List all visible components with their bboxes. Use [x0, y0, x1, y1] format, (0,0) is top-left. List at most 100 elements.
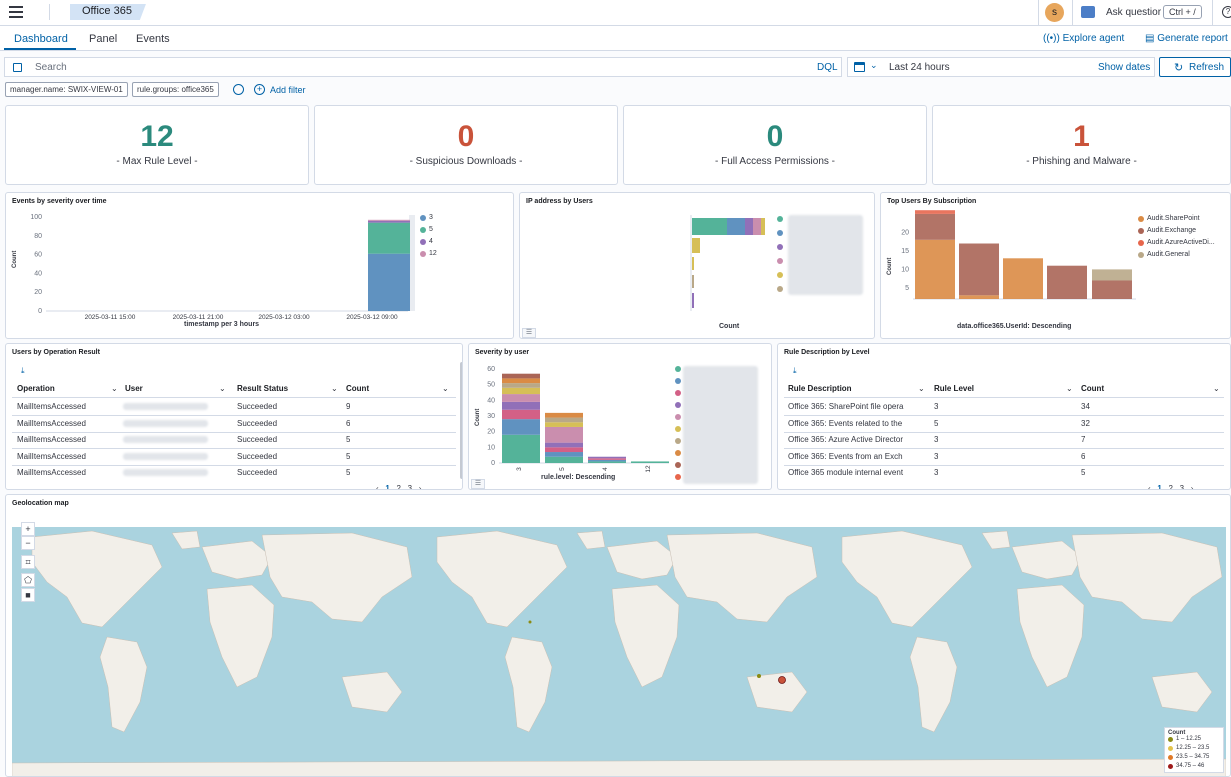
bar-segment[interactable] — [959, 243, 999, 296]
sort-icon[interactable]: ⌄ — [918, 384, 925, 393]
bar-segment[interactable] — [588, 461, 626, 463]
query-language-button[interactable]: DQL — [817, 62, 838, 73]
bar-segment[interactable] — [692, 238, 700, 253]
legend-toggle-icon[interactable]: ☰ — [471, 479, 485, 489]
bar-segment[interactable] — [745, 218, 753, 235]
show-dates-button[interactable]: Show dates — [1098, 62, 1151, 73]
bar-segment[interactable] — [502, 387, 540, 395]
page-link[interactable]: 3 — [1179, 484, 1185, 490]
download-icon[interactable]: ⤓ — [21, 366, 25, 375]
bar-segment[interactable] — [588, 458, 626, 460]
bar-segment[interactable] — [502, 394, 540, 402]
home-icon[interactable] — [32, 4, 50, 20]
column-header[interactable]: Operation — [17, 384, 55, 393]
filter-pill[interactable]: rule.groups: office365 — [132, 82, 219, 97]
filter-pill[interactable]: manager.name: SWIX-VIEW-01 — [5, 82, 128, 97]
generate-report-link[interactable]: ▤ Generate report — [1145, 33, 1228, 44]
page-link[interactable]: 2 — [396, 484, 401, 490]
saved-query-icon[interactable] — [13, 63, 22, 72]
map-point[interactable] — [528, 620, 532, 624]
sort-icon[interactable]: ⌄ — [219, 384, 226, 393]
bar-segment[interactable] — [692, 293, 694, 308]
legend-label[interactable]: 3 — [429, 214, 433, 221]
bar-segment[interactable] — [545, 412, 583, 418]
bar-segment[interactable] — [502, 419, 540, 435]
avatar[interactable]: s — [1045, 3, 1064, 22]
bar-segment[interactable] — [915, 210, 955, 214]
bar-segment[interactable] — [692, 257, 694, 270]
zoom-in-icon[interactable]: + — [21, 522, 35, 536]
column-header[interactable]: User — [125, 384, 143, 393]
legend-label[interactable]: Audit.General — [1147, 251, 1190, 258]
sort-icon[interactable]: ⌄ — [1066, 384, 1073, 393]
help-icon[interactable]: ? — [1222, 6, 1231, 18]
bar-segment[interactable] — [1003, 258, 1043, 299]
legend-label[interactable]: Audit.AzureActiveDi... — [1147, 239, 1215, 246]
page-link[interactable]: 1 — [385, 484, 390, 490]
draw-rectangle-icon[interactable]: ■ — [21, 588, 35, 602]
zoom-out-icon[interactable]: − — [21, 536, 35, 550]
bar-segment[interactable] — [545, 426, 583, 443]
bar-segment[interactable] — [1092, 280, 1132, 300]
sort-icon[interactable]: ⌄ — [1213, 384, 1220, 393]
column-header[interactable]: Rule Description — [788, 384, 852, 393]
fit-bounds-icon[interactable]: ⌗ — [21, 555, 35, 569]
bar-segment[interactable] — [915, 213, 955, 240]
chart-scrollbar[interactable] — [409, 215, 415, 311]
add-icon[interactable]: + — [254, 84, 265, 95]
bar-segment[interactable] — [502, 401, 540, 410]
bar-segment[interactable] — [692, 218, 727, 235]
breadcrumb[interactable]: Office 365 — [70, 4, 146, 20]
bar-segment[interactable] — [368, 222, 410, 254]
bar-segment[interactable] — [545, 447, 583, 453]
bar-segment[interactable] — [588, 456, 626, 459]
sort-icon[interactable]: ⌄ — [442, 384, 449, 393]
draw-shape-icon[interactable]: ⬠ — [21, 573, 35, 587]
bar-segment[interactable] — [588, 459, 626, 462]
tab-dashboard[interactable]: Dashboard — [14, 33, 68, 45]
map-point[interactable] — [778, 676, 786, 684]
search-input[interactable] — [35, 60, 805, 75]
column-header[interactable]: Result Status — [237, 384, 289, 393]
add-filter-button[interactable]: Add filter — [270, 85, 306, 95]
chevron-down-icon[interactable]: ⌄ — [870, 60, 878, 70]
column-header[interactable]: Count — [1081, 384, 1105, 393]
page-link[interactable]: 1 — [1157, 484, 1162, 490]
bar-segment[interactable] — [727, 218, 745, 235]
bar-segment[interactable] — [368, 220, 410, 223]
bar-segment[interactable] — [1047, 265, 1087, 299]
bar-segment[interactable] — [692, 275, 694, 288]
bar-segment[interactable] — [545, 417, 583, 423]
download-icon[interactable]: ⤓ — [793, 366, 797, 375]
next-page-icon[interactable]: › — [418, 484, 422, 490]
scrollbar[interactable] — [460, 362, 462, 479]
bar-segment[interactable] — [368, 219, 410, 221]
time-range[interactable]: Last 24 hours — [889, 62, 950, 73]
column-header[interactable]: Rule Level — [934, 384, 975, 393]
bar-segment[interactable] — [915, 239, 955, 299]
assistant-icon[interactable] — [1081, 6, 1095, 18]
bar-segment[interactable] — [502, 409, 540, 420]
legend-toggle-icon[interactable]: ☰ — [522, 328, 536, 338]
menu-icon[interactable] — [9, 6, 23, 18]
bar-segment[interactable] — [1092, 269, 1132, 281]
bar-segment[interactable] — [753, 218, 761, 235]
ask-question-label[interactable]: Ask questior — [1106, 7, 1162, 18]
tab-panel[interactable]: Panel — [89, 33, 118, 45]
page-link[interactable]: 2 — [1168, 484, 1173, 490]
tab-events[interactable]: Events — [136, 33, 170, 45]
prev-page-icon[interactable]: ‹ — [376, 484, 379, 490]
legend-label[interactable]: 12 — [429, 250, 437, 257]
bar-segment[interactable] — [368, 253, 410, 311]
calendar-icon[interactable] — [854, 62, 865, 72]
legend-label[interactable]: Audit.SharePoint — [1147, 215, 1200, 222]
world-map[interactable] — [12, 527, 1226, 777]
sort-icon[interactable]: ⌄ — [111, 384, 118, 393]
prev-page-icon[interactable]: ‹ — [1148, 484, 1151, 490]
bar-segment[interactable] — [502, 383, 540, 388]
bar-segment[interactable] — [959, 295, 999, 299]
next-page-icon[interactable]: › — [1190, 484, 1194, 490]
bar-segment[interactable] — [502, 434, 540, 463]
refresh-button[interactable]: ↻ Refresh — [1159, 57, 1231, 77]
filter-options-icon[interactable] — [233, 84, 244, 95]
